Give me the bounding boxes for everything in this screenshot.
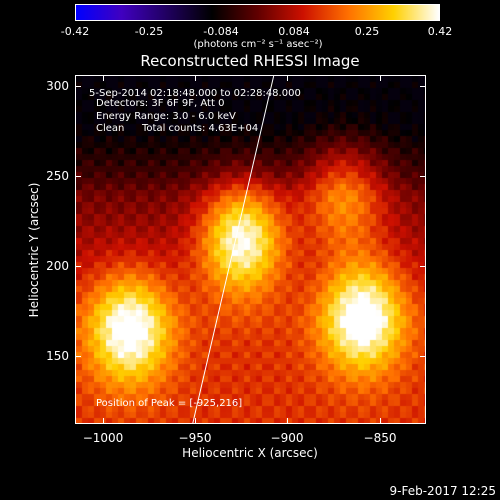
peak-position-annotation: Position of Peak = [-925,216] (96, 398, 243, 409)
colorbar-tick-label: -0.25 (134, 25, 164, 38)
x-tick-label: −1000 (82, 431, 124, 445)
colorbar-tick-label: 0.25 (354, 25, 380, 38)
plot-timestamp: 9-Feb-2017 12:25 (389, 484, 496, 498)
x-axis-tick-mark (287, 418, 289, 424)
x-axis-tick-mark (102, 418, 104, 424)
x-axis-tick-mark (379, 75, 381, 81)
detectors-annotation: Detectors: 3F 6F 9F, Att 0 (96, 98, 225, 109)
colorbar-tick-label: -0.42 (60, 25, 90, 38)
y-axis-tick-mark (75, 175, 81, 177)
heatmap-image (76, 76, 425, 423)
y-axis-label: Heliocentric Y (arcsec) (27, 182, 41, 318)
x-tick-label: −850 (363, 431, 397, 445)
total-counts-annotation: Total counts: 4.63E+04 (142, 123, 259, 134)
y-axis-tick-mark (420, 265, 426, 267)
x-axis-label: Heliocentric X (arcsec) (182, 446, 318, 460)
y-tick-label: 300 (46, 79, 69, 93)
x-tick-label: −900 (270, 431, 304, 445)
x-axis-tick-mark (102, 75, 104, 81)
time-range-annotation: 5-Sep-2014 02:18:48.000 to 02:28:48.000 (89, 88, 301, 99)
x-axis-tick-mark (195, 418, 197, 424)
plot-overlay (192, 76, 275, 423)
chart-title: Reconstructed RHESSI Image (140, 52, 360, 70)
clean-annotation: Clean (96, 123, 125, 134)
y-tick-label: 200 (46, 259, 69, 273)
energy-range-annotation: Energy Range: 3.0 - 6.0 keV (96, 111, 236, 122)
x-axis-tick-mark (379, 418, 381, 424)
y-tick-label: 250 (46, 169, 69, 183)
y-axis-tick-mark (75, 355, 81, 357)
colorbar-unit-label: (photons cm⁻² s⁻¹ asec⁻²) (193, 39, 323, 50)
colorbar-tick-label: -0.084 (203, 25, 239, 38)
y-axis-tick-mark (420, 85, 426, 87)
y-axis-tick-mark (75, 85, 81, 87)
y-axis-tick-mark (420, 355, 426, 357)
colorbar-tick-label: 0.084 (278, 25, 310, 38)
y-axis-tick-mark (420, 175, 426, 177)
x-tick-label: −950 (178, 431, 212, 445)
colorbar-tick-label: 0.42 (427, 25, 453, 38)
x-axis-tick-mark (195, 75, 197, 81)
plot-area: 5-Sep-2014 02:18:48.000 to 02:28:48.000 … (75, 75, 426, 424)
y-tick-label: 150 (46, 349, 69, 363)
solar-limb-line (192, 76, 275, 423)
y-axis-tick-mark (75, 265, 81, 267)
colorbar (75, 4, 440, 21)
x-axis-tick-mark (287, 75, 289, 81)
